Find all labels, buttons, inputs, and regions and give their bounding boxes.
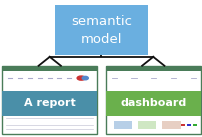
Ellipse shape [77, 76, 85, 80]
FancyBboxPatch shape [137, 121, 156, 129]
FancyBboxPatch shape [192, 124, 196, 126]
Text: A report: A report [24, 99, 75, 108]
FancyBboxPatch shape [186, 124, 190, 126]
FancyBboxPatch shape [2, 66, 97, 134]
FancyBboxPatch shape [105, 91, 200, 116]
FancyBboxPatch shape [113, 121, 131, 129]
Text: semantic
model: semantic model [71, 15, 131, 46]
Text: dashboard: dashboard [120, 99, 185, 108]
FancyBboxPatch shape [180, 124, 184, 126]
FancyBboxPatch shape [105, 66, 200, 71]
FancyBboxPatch shape [2, 91, 97, 116]
FancyBboxPatch shape [2, 66, 97, 71]
FancyBboxPatch shape [105, 66, 200, 134]
FancyBboxPatch shape [55, 5, 147, 55]
FancyBboxPatch shape [162, 121, 180, 129]
Ellipse shape [82, 76, 88, 80]
